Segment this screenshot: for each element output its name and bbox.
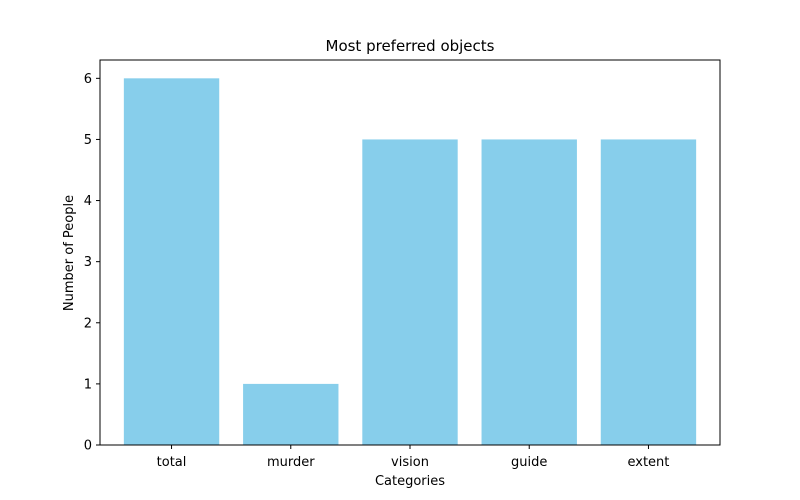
y-tick-label: 2 <box>84 316 92 331</box>
bar-guide <box>481 139 577 445</box>
bar-vision <box>362 139 458 445</box>
y-tick-label: 1 <box>84 377 92 392</box>
x-axis-label: Categories <box>375 474 445 489</box>
x-tick-label: vision <box>391 455 429 470</box>
bar-murder <box>243 383 339 445</box>
x-tick-label: total <box>157 455 187 470</box>
x-tick-label: guide <box>511 455 547 470</box>
y-tick-label: 5 <box>84 133 92 148</box>
y-tick-label: 3 <box>84 255 92 270</box>
bar-total <box>123 78 220 445</box>
x-tick-label: murder <box>267 455 315 470</box>
bars-layer <box>123 78 697 445</box>
y-tick-label: 4 <box>84 194 92 209</box>
y-axis-ticks: 0 1 2 3 4 5 6 <box>84 72 100 454</box>
y-tick-label: 0 <box>84 439 92 454</box>
x-axis-ticks: total murder vision guide extent <box>157 445 670 470</box>
bar-extent <box>600 139 697 445</box>
x-tick-label: extent <box>628 455 670 470</box>
chart-title: Most preferred objects <box>326 37 495 55</box>
y-axis-label: Number of People <box>62 195 77 311</box>
y-tick-label: 6 <box>84 72 92 87</box>
